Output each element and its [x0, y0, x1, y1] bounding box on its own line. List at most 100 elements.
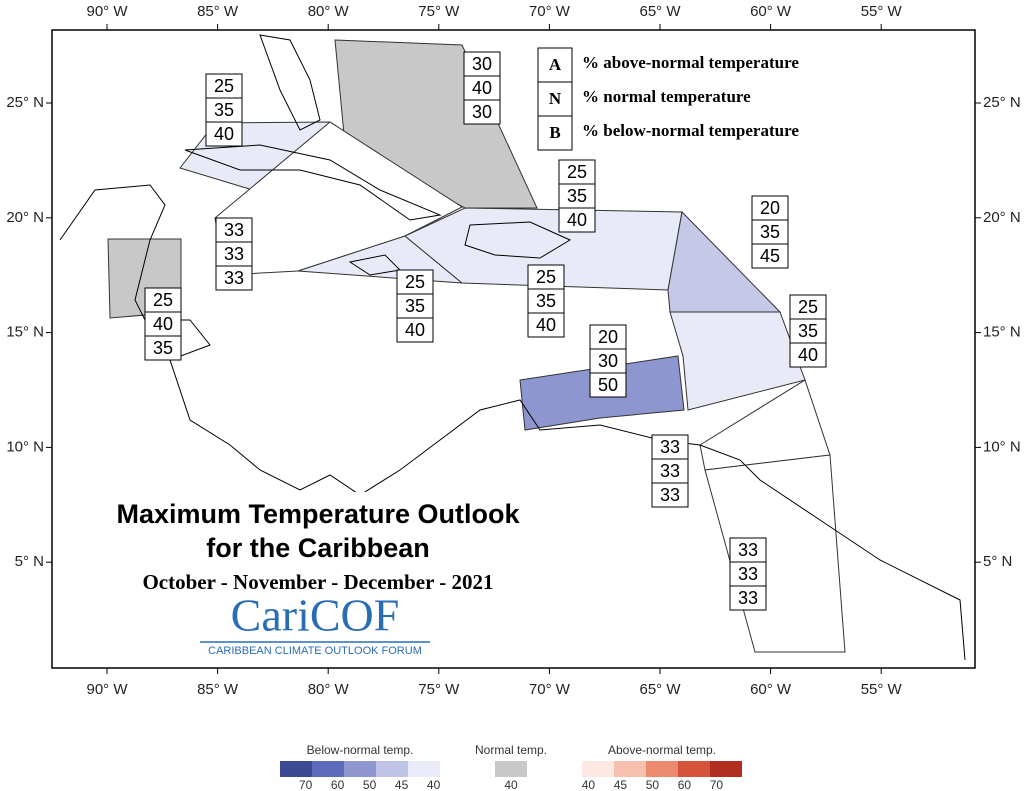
outlook-cell: [558, 207, 596, 233]
outlook-value: 20: [598, 327, 618, 347]
key-text: % normal temperature: [582, 87, 751, 106]
outlook-boxes: 25 35 40 30 40 30 25 40 35 33 33 33 25 35 40 25 35 40 25 35…: [144, 51, 827, 611]
map-period: October - November - December - 2021: [142, 570, 493, 594]
colorbar-swatch: [646, 761, 678, 777]
latitude-label: 20° N: [983, 209, 1021, 226]
outlook-value: 40: [567, 210, 587, 230]
coastline: [184, 144, 442, 221]
outlook-value: 40: [214, 124, 234, 144]
key-letter: N: [549, 89, 562, 108]
colorbar-swatch: [614, 761, 646, 777]
outlook-value: 40: [472, 78, 492, 98]
outlook-cell: [651, 458, 689, 484]
outlook-cell: [589, 348, 627, 374]
longitude-label: 70° W: [529, 681, 571, 698]
longitude-label: 60° W: [750, 681, 792, 698]
outlook-cell: [205, 97, 243, 123]
outlook-cell: [789, 342, 827, 368]
outlook-cell: [729, 585, 767, 611]
longitude-label: 60° W: [750, 3, 792, 20]
outlook-cell: [751, 195, 789, 221]
outlook-value: 35: [405, 296, 425, 316]
key-letter: B: [549, 123, 560, 142]
outlook-value: 33: [224, 220, 244, 240]
colorbar-tick: 45: [395, 778, 409, 791]
outlook-cell: [144, 311, 182, 337]
outlook-value: 33: [738, 540, 758, 560]
colorbar-swatch: [678, 761, 710, 777]
outlook-cell: [215, 241, 253, 267]
longitude-label: 65° W: [639, 681, 681, 698]
colorbar-tick: 60: [678, 778, 692, 791]
outlook-value: 45: [760, 246, 780, 266]
logo: CariCOF: [231, 590, 400, 641]
longitude-label: 55° W: [861, 3, 903, 20]
outlook-cell: [651, 482, 689, 508]
latitude-label: 10° N: [983, 438, 1021, 455]
key-cell: [537, 115, 573, 151]
outlook-cell: [396, 317, 434, 343]
coastline: [59, 184, 966, 661]
outlook-cell: [215, 265, 253, 291]
latitude-label: 5° N: [983, 553, 1012, 570]
outlook-value: 40: [405, 320, 425, 340]
key-cell: [537, 47, 573, 83]
colorbar-swatch: [312, 761, 344, 777]
latitude-label: 15° N: [983, 324, 1021, 341]
outlook-cell: [463, 99, 501, 125]
colorbar-tick: 70: [299, 778, 313, 791]
outlook-cell: [558, 183, 596, 209]
outlook-value: 30: [598, 351, 618, 371]
colorbar-swatch: [495, 761, 527, 777]
outlook-value: 40: [153, 314, 173, 334]
outlook-cell: [729, 561, 767, 587]
colorbar-tick: 70: [710, 778, 724, 791]
title-background: [75, 492, 555, 667]
outlook-value: 33: [224, 268, 244, 288]
colorbar-tick: 40: [504, 778, 518, 791]
colorbar-tick: 60: [331, 778, 345, 791]
latitude-label: 20° N: [6, 209, 44, 226]
outlook-value: 33: [224, 244, 244, 264]
colorbar-tick: 40: [582, 778, 596, 791]
outlook-value: 33: [660, 437, 680, 457]
outlook-cell: [527, 288, 565, 314]
outlook-cell: [751, 219, 789, 245]
outlook-cell: [589, 372, 627, 398]
colorbar-swatch: [408, 761, 440, 777]
outlook-value: 35: [798, 321, 818, 341]
outlook-value: 50: [598, 375, 618, 395]
outlook-cell: [205, 121, 243, 147]
latitude-label: 10° N: [6, 438, 44, 455]
outlook-cell: [463, 75, 501, 101]
longitude-label: 85° W: [197, 3, 239, 20]
key-text: % below-normal temperature: [582, 121, 799, 140]
outlook-value: 33: [660, 461, 680, 481]
coastline: [464, 221, 572, 259]
outlook-cell: [751, 243, 789, 269]
outlook-value: 25: [536, 267, 556, 287]
outlook-cell: [558, 159, 596, 185]
colorbar-label: Normal temp.: [475, 743, 547, 757]
outlook-value: 40: [798, 345, 818, 365]
outlook-value: 40: [536, 315, 556, 335]
longitude-label: 80° W: [308, 681, 350, 698]
longitude-label: 75° W: [418, 681, 460, 698]
longitude-label: 80° W: [308, 3, 350, 20]
outlook-value: 33: [738, 564, 758, 584]
longitude-label: 55° W: [861, 681, 903, 698]
latitude-label: 15° N: [6, 324, 44, 341]
outlook-cell: [589, 324, 627, 350]
colorbar-label: Below-normal temp.: [307, 743, 414, 757]
key-text: % above-normal temperature: [582, 53, 799, 72]
key-legend: A % above-normal temperature N % normal tem…: [537, 47, 799, 151]
outlook-value: 35: [536, 291, 556, 311]
colorbar-swatch: [710, 761, 742, 777]
outlook-value: 30: [472, 102, 492, 122]
outlook-value: 25: [153, 290, 173, 310]
colorbar-swatch: [280, 761, 312, 777]
axes: 90° W 90° W 85° W 85° W 80° W 80° W 75° W 75° W…: [6, 3, 1020, 698]
region: [669, 311, 806, 411]
outlook-cell: [396, 293, 434, 319]
latitude-label: 25° N: [983, 94, 1021, 111]
